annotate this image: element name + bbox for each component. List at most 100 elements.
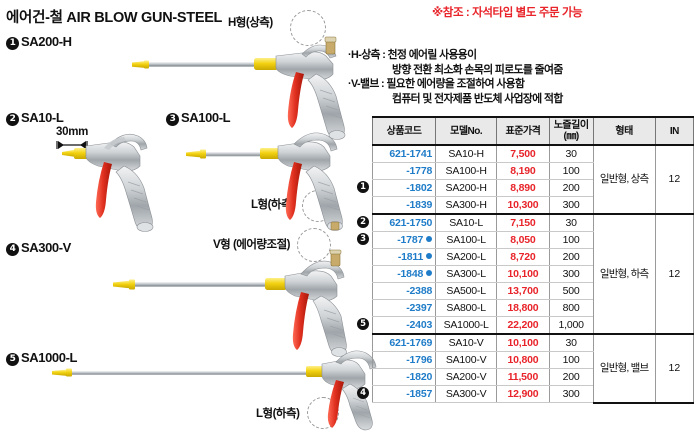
- row-reference-badge: 2: [357, 216, 369, 228]
- product-label-1: 1 SA200-H: [6, 34, 72, 50]
- cell-product-code: -1848: [371, 265, 437, 283]
- product-label-2: 2 SA10-L: [6, 110, 64, 126]
- spec-table-wrap: 상품코드 모델No. 표준가격 노즐길이 (㎜) 형태 IN 621-1741 S…: [357, 116, 695, 404]
- product-number-2: 2: [6, 113, 19, 126]
- spec-notes: ·H-상측 : 천정 에어릴 사용용이 방향 전환 최소화 손목의 피로도를 줄…: [348, 48, 563, 106]
- cell-product-code: 621-1741: [371, 144, 437, 163]
- cell-model-no: SA200-H: [435, 179, 498, 197]
- cell-model-no: SA300-V: [435, 385, 498, 403]
- cell-type: 일반형, 상측: [592, 144, 656, 215]
- cell-nozzle-length: 500: [548, 282, 594, 300]
- table-row[interactable]: -1848 SA300-L 10,100 300: [371, 265, 694, 283]
- cell-nozzle-length: 300: [548, 196, 594, 215]
- spec-table-head: 상품코드 모델No. 표준가격 노즐길이 (㎜) 형태 IN: [371, 116, 695, 146]
- table-header-row: 상품코드 모델No. 표준가격 노즐길이 (㎜) 형태 IN: [371, 116, 695, 146]
- cell-model-no: SA10-H: [435, 144, 498, 163]
- cell-nozzle-length: 1,000: [548, 316, 594, 335]
- table-row[interactable]: 2 621-1750 SA10-L 7,150 30 일반형, 하측 12: [357, 213, 695, 335]
- cell-nozzle-length: 30: [548, 333, 594, 352]
- cell-model-no: SA800-L: [435, 299, 498, 317]
- callout-l-type-1: L형(하측): [251, 199, 295, 211]
- cell-nozzle-length: 300: [548, 385, 594, 403]
- cell-product-code: -2388: [371, 282, 437, 300]
- product-code-text: -1839: [406, 198, 433, 211]
- spec-note-line-4: 컴퓨터 및 전자제품 반도체 사업장에 적합: [392, 92, 563, 105]
- product-code-text: -1787: [397, 233, 424, 246]
- cell-product-code: 2 621-1750: [357, 213, 437, 232]
- cell-nozzle-length: 800: [548, 299, 594, 317]
- cell-nozzle-length: 100: [548, 351, 594, 369]
- cell-standard-price: 8,190: [496, 162, 550, 180]
- blue-dot-marker: [426, 235, 433, 242]
- product-code-text: 621-1741: [389, 147, 433, 160]
- blue-dot-marker: [426, 252, 433, 259]
- product-number-5: 5: [6, 353, 19, 366]
- cell-model-no: SA200-V: [435, 368, 498, 386]
- header-length-text: 노즐길이: [553, 120, 589, 131]
- product-code-text: -1848: [397, 267, 424, 280]
- product-code-text: -1802: [406, 181, 433, 194]
- zoom-circle-v: [297, 228, 331, 262]
- cell-model-no: SA100-H: [435, 162, 498, 180]
- product-image-sa10l: [48, 126, 198, 232]
- row-reference-badge: 4: [357, 387, 369, 399]
- cell-in-quantity: 12: [654, 333, 695, 404]
- table-row[interactable]: -1796 SA100-V 10,800 100: [371, 351, 694, 369]
- product-code-text: -1796: [406, 353, 433, 366]
- table-row[interactable]: -2397 SA800-L 18,800 800: [371, 299, 694, 317]
- callout-h-type: H형(상측): [228, 17, 273, 29]
- table-row[interactable]: 4 -1857 SA300-V 12,900 300: [357, 385, 694, 403]
- zoom-circle-l2: [307, 397, 339, 429]
- callout-v-type: V형 (에어량조절): [213, 239, 291, 251]
- cell-nozzle-length: 100: [548, 231, 594, 249]
- cell-product-code: -1796: [371, 351, 437, 369]
- table-row[interactable]: 5 -2403 SA1000-L 22,200 1,000: [357, 316, 694, 335]
- spec-note-line-1: ·H-상측 : 천정 에어릴 사용용이: [348, 49, 477, 61]
- cell-product-code: 621-1769: [371, 333, 437, 352]
- cell-standard-price: 22,200: [496, 316, 550, 335]
- product-image-sa300v: [105, 249, 350, 360]
- cell-standard-price: 8,890: [496, 179, 550, 197]
- cell-model-no: SA200-L: [435, 248, 498, 266]
- cell-standard-price: 11,500: [496, 368, 550, 386]
- product-code-text: 621-1769: [389, 336, 433, 349]
- cell-product-code: 1 -1802: [357, 179, 437, 197]
- cell-nozzle-length: 300: [548, 265, 594, 283]
- product-image-sa200h: [130, 34, 360, 144]
- spec-note-line-3: ·V-밸브 : 필요한 에어량을 조절하여 사용함: [348, 78, 525, 90]
- product-label-5: 5 SA1000-L: [6, 350, 77, 366]
- reference-note: ※참조 : 자석타입 별도 주문 가능: [432, 7, 583, 19]
- cell-product-code: 4 -1857: [357, 385, 437, 403]
- cell-standard-price: 10,300: [496, 196, 550, 215]
- product-number-1: 1: [6, 37, 19, 50]
- table-row[interactable]: -2388 SA500-L 13,700 500: [371, 282, 694, 300]
- cell-model-no: SA500-L: [435, 282, 498, 300]
- cell-product-code: 5 -2403: [357, 316, 437, 335]
- cell-in-quantity: 12: [654, 213, 695, 335]
- cell-standard-price: 7,150: [496, 213, 550, 232]
- table-row[interactable]: 1 -1802 SA200-H 8,890 200: [357, 179, 694, 197]
- table-row[interactable]: -1839 SA300-H 10,300 300: [371, 196, 694, 215]
- cell-product-code: -1811: [371, 248, 437, 266]
- table-row[interactable]: 3 -1787 SA100-L 8,050 100: [357, 231, 694, 249]
- cell-product-code: 3 -1787: [357, 231, 437, 249]
- cell-nozzle-length: 200: [548, 368, 594, 386]
- blue-dot-marker: [426, 269, 433, 276]
- cell-model-no: SA100-L: [435, 231, 498, 249]
- table-row[interactable]: -1778 SA100-H 8,190 100: [371, 162, 694, 180]
- product-code-text: -2397: [406, 301, 433, 314]
- table-row[interactable]: -1811 SA200-L 8,720 200: [371, 248, 694, 266]
- product-code-text: -1857: [406, 387, 433, 400]
- table-row[interactable]: 621-1741 SA10-H 7,500 30 일반형, 상측 12: [371, 144, 695, 215]
- cell-product-code: -2397: [371, 299, 437, 317]
- header-in: IN: [654, 116, 695, 146]
- product-code-text: -1811: [397, 250, 424, 263]
- product-number-4: 4: [6, 243, 19, 256]
- cell-model-no: SA300-H: [435, 196, 498, 215]
- table-row[interactable]: 621-1769 SA10-V 10,100 30 일반형, 밸브 12: [371, 333, 695, 404]
- product-code-text: -1820: [406, 370, 433, 383]
- row-reference-badge: 5: [357, 318, 369, 330]
- table-row[interactable]: -1820 SA200-V 11,500 200: [371, 368, 694, 386]
- product-code-text: -2388: [406, 284, 433, 297]
- cell-standard-price: 12,900: [496, 385, 550, 403]
